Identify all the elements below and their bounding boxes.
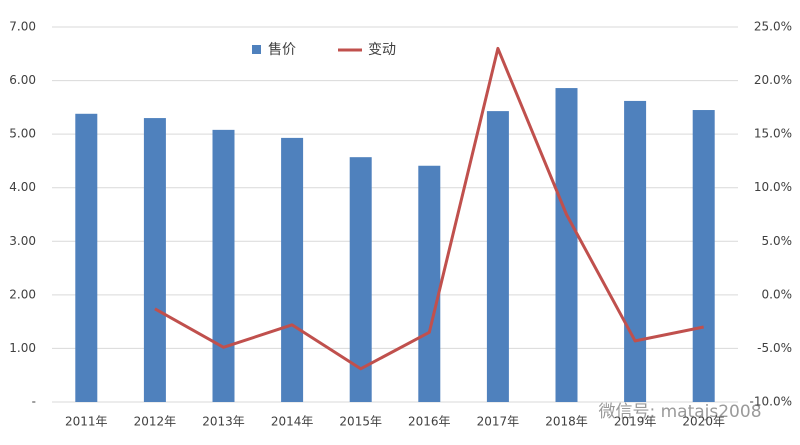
y2-tick-label: 10.0% (754, 180, 792, 194)
y2-tick-label: 20.0% (754, 73, 792, 87)
x-tick-label: 2016年 (408, 415, 451, 429)
legend-swatch (252, 45, 261, 54)
y-tick-label: 4.00 (9, 180, 36, 194)
bar (418, 165, 441, 402)
y2-tick-label: 25.0% (754, 20, 792, 34)
bar (281, 137, 304, 402)
bar (624, 100, 647, 402)
x-tick-label: 2017年 (477, 415, 520, 429)
x-tick-label: 2018年 (545, 415, 588, 429)
y-tick-label: 7.00 (9, 20, 36, 34)
bar (555, 88, 578, 403)
x-tick-label: 2012年 (134, 415, 177, 429)
legend-label: 售价 (268, 42, 296, 58)
legend-label: 变动 (368, 42, 396, 58)
bar (349, 157, 372, 402)
x-tick-label: 2015年 (339, 415, 382, 429)
y2-tick-label: 5.0% (762, 234, 793, 248)
y-tick-label: 2.00 (9, 287, 36, 301)
y2-tick-label: -5.0% (757, 341, 792, 355)
y-tick-label: 6.00 (9, 73, 36, 87)
x-tick-label: 2020年 (682, 415, 725, 429)
bar (692, 110, 715, 403)
bar (75, 113, 98, 403)
y2-tick-label: -10.0% (750, 395, 792, 409)
bar (212, 129, 235, 402)
bar (486, 111, 509, 402)
y-tick-label: 5.00 (9, 127, 36, 141)
y2-tick-label: 0.0% (762, 287, 793, 301)
x-tick-label: 2014年 (271, 415, 314, 429)
line (154, 46, 704, 371)
x-tick-label: 2013年 (202, 415, 245, 429)
y2-tick-label: 15.0% (754, 127, 792, 141)
x-tick-label: 2011年 (65, 415, 108, 429)
y-tick-label: 1.00 (9, 341, 36, 355)
watermark: 微信号: matajs2008 (598, 402, 761, 422)
bar (143, 118, 166, 403)
x-tick-label: 2019年 (614, 415, 657, 429)
y-tick-label: 3.00 (9, 234, 36, 248)
y-tick-label: - (32, 395, 36, 409)
